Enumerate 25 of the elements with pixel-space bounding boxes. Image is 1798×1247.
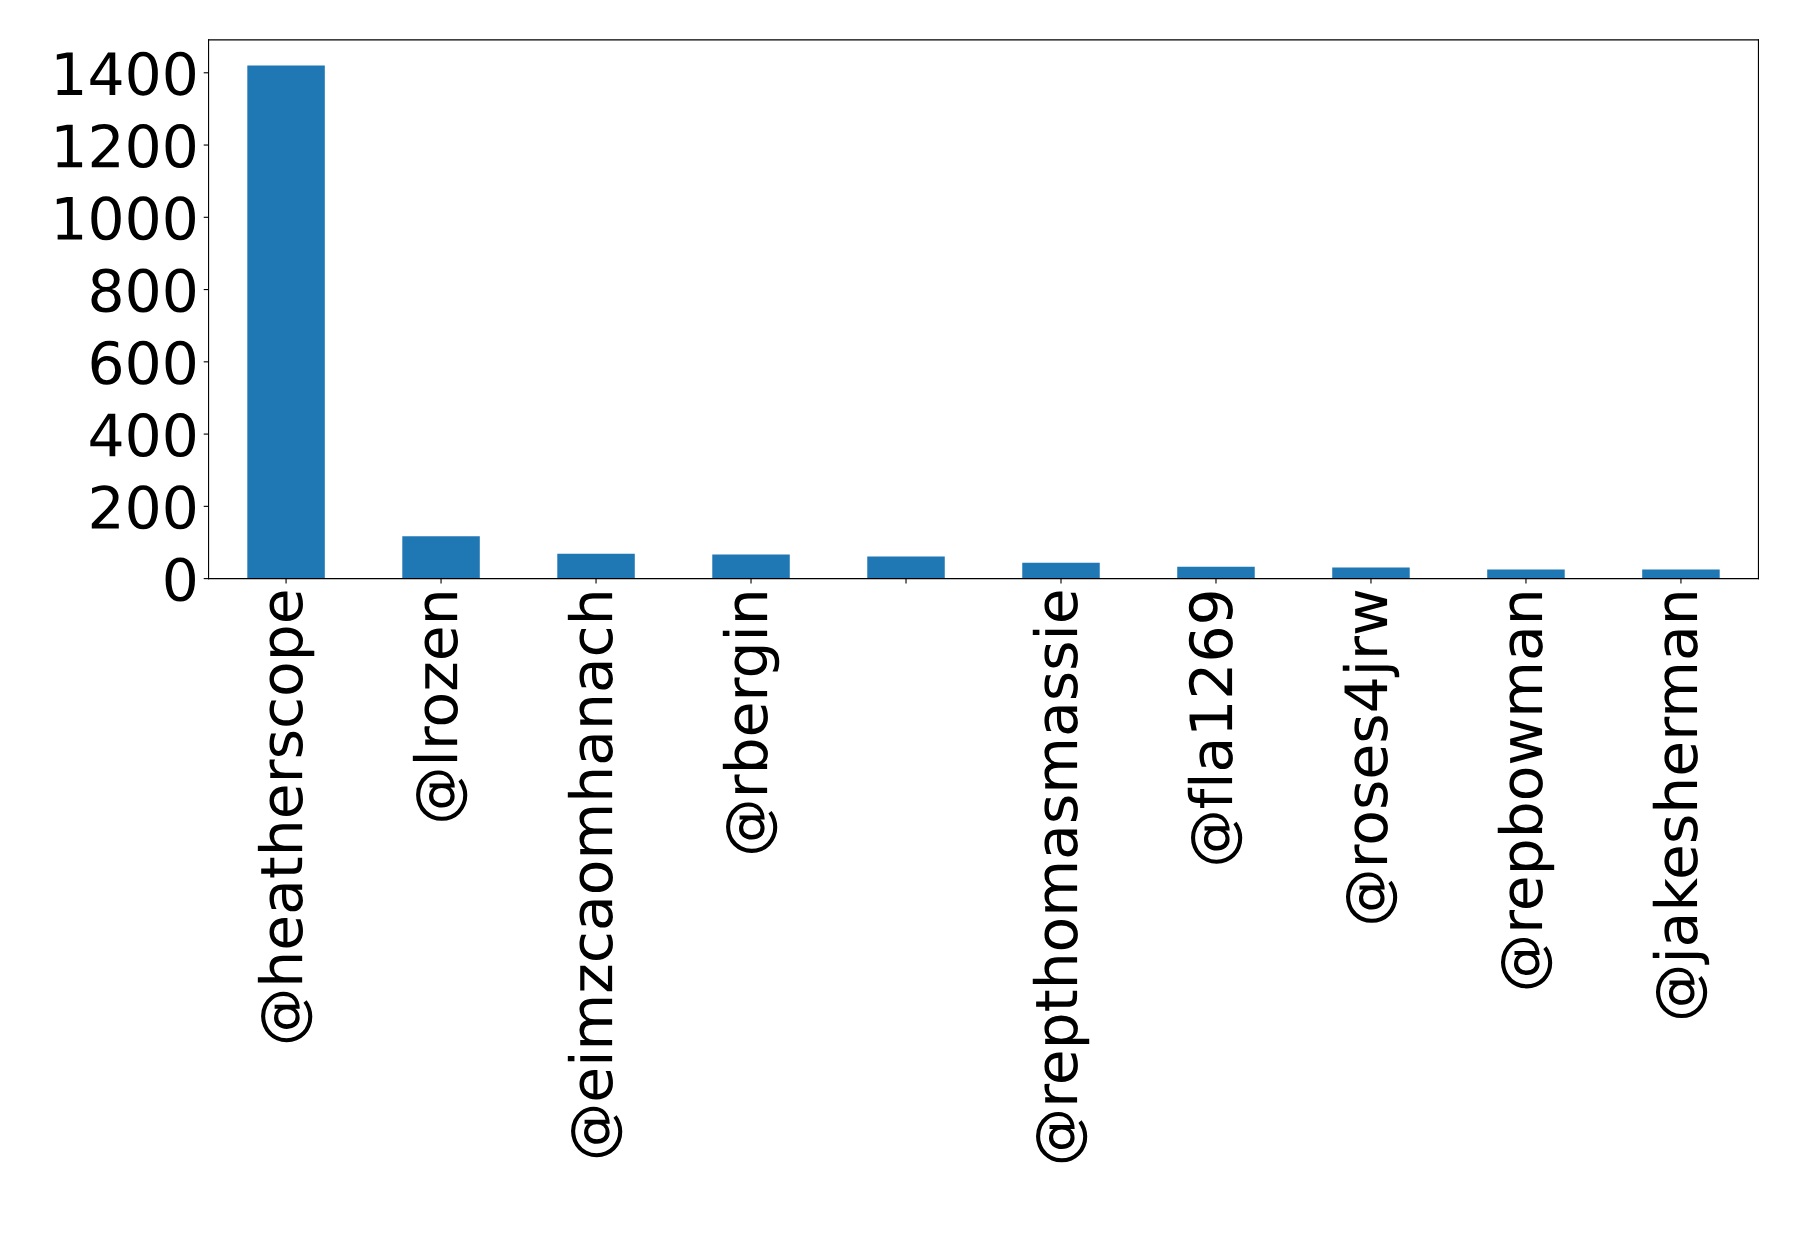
x-tick-label: @repthomasmassie: [1032, 591, 1090, 1163]
x-tick-label: @jakesherman: [1652, 593, 1710, 1019]
x-tick-label: @heatherscope: [257, 591, 315, 1043]
y-tick-label: 400: [90, 412, 195, 458]
x-tick-label: @repbowman: [1497, 593, 1555, 989]
y-tick-label: 1200: [56, 123, 195, 169]
bar: [1177, 566, 1255, 579]
bar: [247, 65, 325, 579]
y-tick-label: 600: [91, 340, 195, 385]
x-tick-label: @rbergin: [722, 593, 780, 853]
bar: [1332, 567, 1410, 579]
y-tick-label: 1000: [56, 196, 195, 241]
x-tick-label: @fla1269: [1187, 592, 1243, 864]
x-tick-label: @lrozen: [412, 593, 468, 821]
x-tick-label: @roses4jrw: [1342, 590, 1400, 923]
bar: [402, 536, 480, 579]
y-tick-label: 1400: [56, 51, 195, 96]
bar: [867, 556, 945, 579]
y-tick-label: 800: [91, 268, 195, 313]
bar: [712, 554, 790, 579]
bar: [557, 553, 635, 579]
y-tick-label: 0: [165, 557, 195, 602]
x-tick-label: @eimzcaomhanach: [567, 593, 623, 1158]
y-tick-label: 200: [91, 485, 195, 530]
bar: [1022, 562, 1100, 579]
